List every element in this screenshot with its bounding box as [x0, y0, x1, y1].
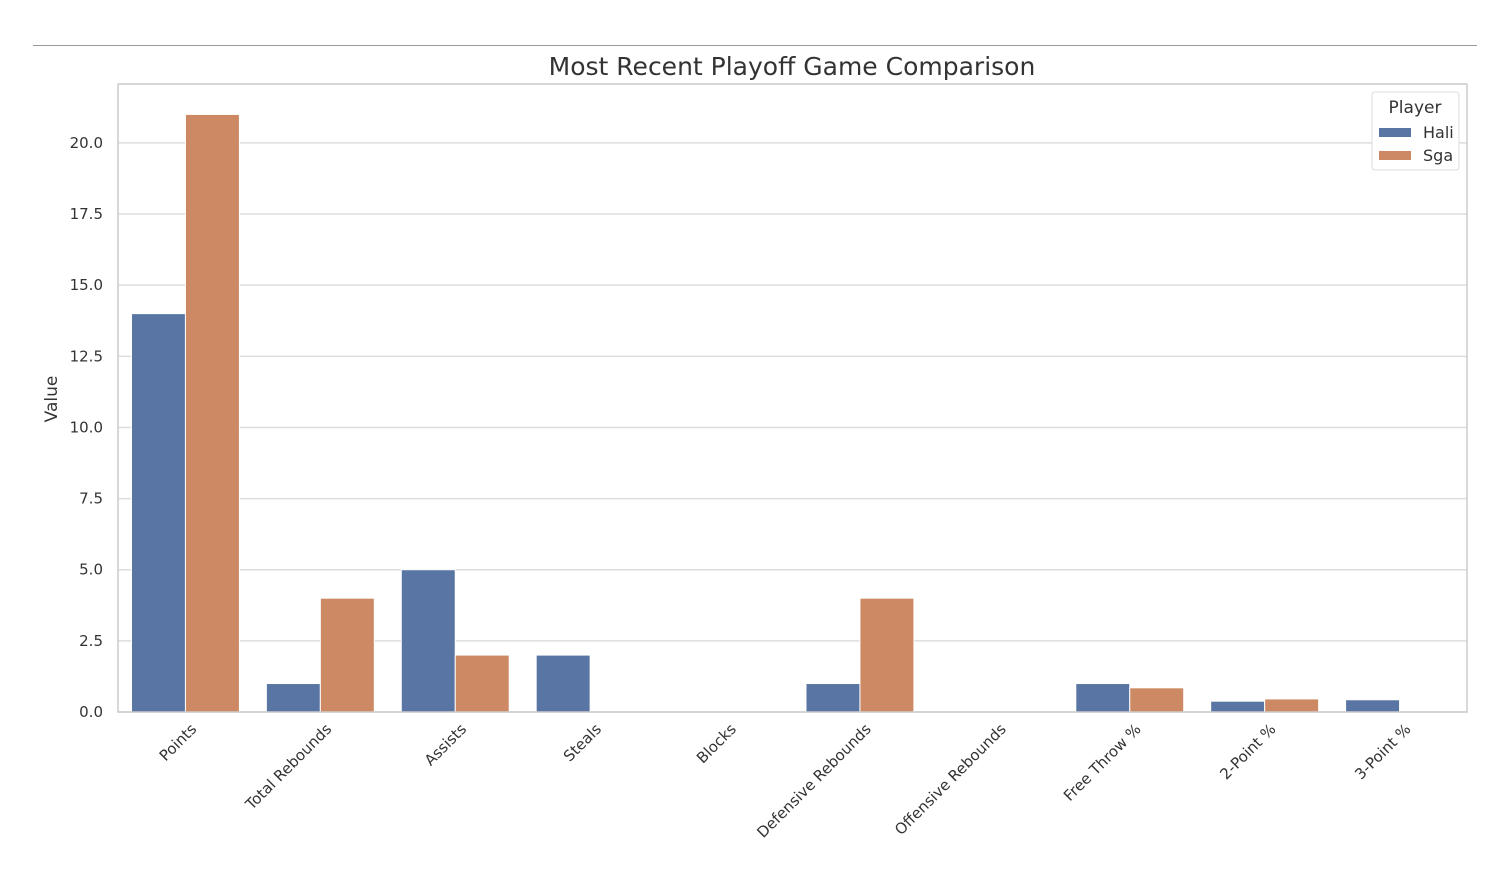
bar-sga	[184, 113, 240, 713]
bar-sga	[1264, 698, 1320, 713]
x-tick-label: Total Rebounds	[241, 720, 335, 814]
bar-hali	[805, 683, 861, 713]
y-axis-label: Value	[42, 376, 62, 423]
y-tick-label: 0.0	[79, 703, 103, 721]
bar-sga	[454, 654, 510, 713]
x-tick-label: Blocks	[693, 720, 740, 767]
x-tick-label: Points	[156, 720, 201, 765]
legend-label-hali: Hali	[1423, 123, 1454, 142]
bar-hali	[1345, 699, 1401, 713]
y-tick-label: 2.5	[79, 632, 103, 650]
chart-title: Most Recent Playoff Game Comparison	[549, 52, 1036, 81]
x-tick-label: 2-Point %	[1216, 720, 1279, 783]
legend-label-sga: Sga	[1423, 146, 1453, 165]
bar-hali	[1210, 700, 1266, 713]
plot-frame	[117, 83, 1468, 713]
bar-sga	[319, 597, 375, 713]
bar-sga	[1129, 687, 1185, 713]
bar-sga	[859, 597, 915, 713]
bar-hali	[130, 313, 186, 713]
legend: Player Hali Sga	[1371, 91, 1460, 171]
x-tick-label: Free Throw %	[1060, 720, 1145, 805]
x-tick-label: 3-Point %	[1351, 720, 1414, 783]
legend-swatch-hali	[1379, 128, 1411, 137]
y-tick-label: 10.0	[70, 418, 103, 436]
top-divider	[33, 45, 1477, 46]
bar-hali	[535, 654, 591, 713]
y-tick-label: 15.0	[70, 276, 103, 294]
x-tick-label: Defensive Rebounds	[753, 720, 875, 842]
y-tick-label: 7.5	[79, 490, 103, 508]
legend-title: Player	[1389, 98, 1442, 118]
x-tick-label: Steals	[560, 720, 605, 765]
x-tick-label: Assists	[421, 720, 470, 769]
legend-swatch-sga	[1379, 151, 1411, 160]
bar-hali	[265, 683, 321, 713]
y-tick-label: 5.0	[79, 561, 103, 579]
x-tick-label: Offensive Rebounds	[891, 720, 1010, 839]
y-tick-label: 12.5	[70, 347, 103, 365]
y-tick-label: 20.0	[70, 134, 103, 152]
bar-hali	[1075, 683, 1131, 713]
bar-hali	[400, 569, 456, 713]
y-tick-label: 17.5	[70, 205, 103, 223]
